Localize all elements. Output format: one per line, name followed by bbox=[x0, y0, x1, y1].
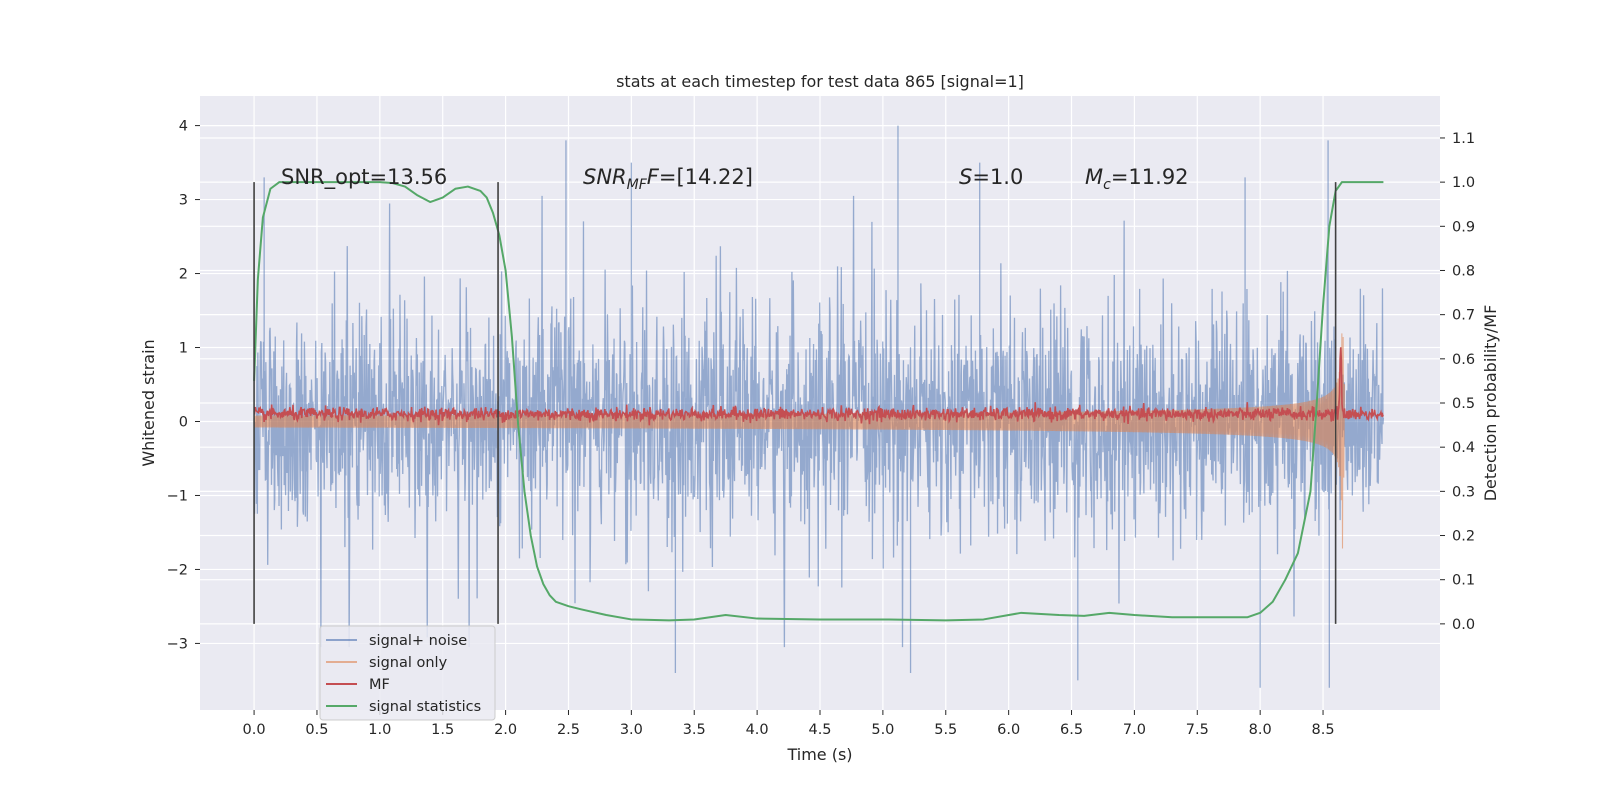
x-tick-label-12: 6.0 bbox=[997, 722, 1020, 738]
vertical-markers bbox=[253, 182, 1337, 624]
annotations: SNR_opt=13.56 SNRMFF=[14.22] S=1.0 Mc=11… bbox=[281, 165, 1189, 193]
annotation-s: S=1.0 bbox=[959, 165, 1023, 189]
x-tick-label-10: 5.0 bbox=[871, 722, 894, 738]
y-right-tick-label-1: 0.1 bbox=[1452, 573, 1475, 589]
y-left-tick-label-3: 0 bbox=[179, 414, 188, 430]
annotation-s-value: =1.0 bbox=[972, 165, 1023, 189]
annotation-mc-label: M bbox=[1085, 165, 1103, 189]
y-left-tick-label-5: 2 bbox=[179, 267, 188, 283]
x-axis: 0.0 0.5 1.0 1.5 2.0 2.5 3.0 3.5 4.0 4.5 5.0 5.5 6.0 6… bbox=[243, 710, 1335, 738]
x-tick-label-0: 0.0 bbox=[243, 722, 266, 738]
annotation-mc-value: =11.92 bbox=[1111, 165, 1189, 189]
legend-label-3: signal statistics bbox=[369, 699, 481, 715]
annotation-s-label: S bbox=[959, 165, 972, 189]
y-right-tick-label-7: 0.7 bbox=[1452, 308, 1475, 324]
annotation-snr-opt: SNR_opt=13.56 bbox=[281, 165, 447, 190]
legend-label-0: signal+ noise bbox=[369, 633, 467, 649]
y-right-tick-label-11: 1.1 bbox=[1452, 131, 1475, 147]
x-tick-label-15: 7.5 bbox=[1186, 722, 1209, 738]
x-tick-label-17: 8.5 bbox=[1312, 722, 1335, 738]
annotation-mc: Mc=11.92 bbox=[1085, 165, 1189, 193]
annotation-snr-mf: SNRMFF=[14.22] bbox=[583, 165, 753, 193]
x-tick-label-13: 6.5 bbox=[1060, 722, 1083, 738]
x-tick-label-6: 3.0 bbox=[620, 722, 643, 738]
x-tick-label-2: 1.0 bbox=[368, 722, 391, 738]
legend: signal+ noise signal only MF signal statist… bbox=[319, 625, 496, 721]
y-left-tick-label-7: 4 bbox=[179, 119, 188, 135]
annotation-snr-mf-value: =[14.22] bbox=[659, 165, 753, 189]
series-layer bbox=[253, 125, 1385, 688]
x-tick-label-11: 5.5 bbox=[934, 722, 957, 738]
x-axis-label: Time (s) bbox=[786, 745, 852, 764]
chart-title: stats at each timestep for test data 865… bbox=[616, 72, 1024, 91]
annotation-snr-mf-sub: MF bbox=[627, 177, 648, 193]
x-tick-label-8: 4.0 bbox=[746, 722, 769, 738]
y-axis-right-label: Detection probability/MF bbox=[1481, 305, 1500, 502]
y-axis-left: −3 −2 −1 0 1 2 3 4 bbox=[167, 119, 200, 652]
annotation-snr-mf-f: F bbox=[647, 165, 660, 189]
y-right-tick-label-0: 0.0 bbox=[1452, 617, 1475, 633]
y-right-tick-label-10: 1.0 bbox=[1452, 175, 1475, 191]
y-left-tick-label-0: −3 bbox=[167, 636, 188, 652]
legend-label-2: MF bbox=[369, 677, 390, 693]
x-tick-label-4: 2.0 bbox=[494, 722, 517, 738]
y-left-tick-label-6: 3 bbox=[179, 193, 188, 209]
y-left-tick-label-4: 1 bbox=[179, 341, 188, 357]
x-tick-label-3: 1.5 bbox=[431, 722, 454, 738]
x-tick-label-5: 2.5 bbox=[557, 722, 580, 738]
y-right-tick-label-5: 0.5 bbox=[1452, 396, 1475, 412]
y-right-tick-label-9: 0.9 bbox=[1452, 219, 1475, 235]
legend-box bbox=[319, 625, 496, 721]
y-axis-right: 0.0 0.1 0.2 0.3 0.4 0.5 0.6 0.7 0.8 0.9 1.0 1.1 bbox=[1440, 131, 1475, 633]
annotation-mc-sub: c bbox=[1103, 177, 1111, 193]
y-right-tick-label-6: 0.6 bbox=[1452, 352, 1475, 368]
y-right-tick-label-8: 0.8 bbox=[1452, 263, 1475, 279]
x-tick-label-1: 0.5 bbox=[305, 722, 328, 738]
x-tick-label-9: 4.5 bbox=[808, 722, 831, 738]
y-right-tick-label-2: 0.2 bbox=[1452, 529, 1475, 545]
y-left-tick-label-2: −1 bbox=[167, 488, 188, 504]
series-signal-statistics bbox=[253, 181, 1384, 622]
y-left-tick-label-1: −2 bbox=[167, 562, 188, 578]
annotation-snr-mf-label: SNR bbox=[583, 165, 627, 189]
x-tick-label-7: 3.5 bbox=[683, 722, 706, 738]
series-mf bbox=[253, 347, 1384, 426]
plot-area bbox=[200, 96, 1440, 710]
series-signal-noise bbox=[253, 125, 1385, 688]
y-right-tick-label-3: 0.3 bbox=[1452, 484, 1475, 500]
legend-label-1: signal only bbox=[369, 655, 448, 671]
y-right-tick-label-4: 0.4 bbox=[1452, 440, 1475, 456]
y-axis-left-label: Whitened strain bbox=[139, 339, 158, 466]
x-tick-label-16: 8.0 bbox=[1249, 722, 1272, 738]
x-tick-label-14: 7.0 bbox=[1123, 722, 1146, 738]
